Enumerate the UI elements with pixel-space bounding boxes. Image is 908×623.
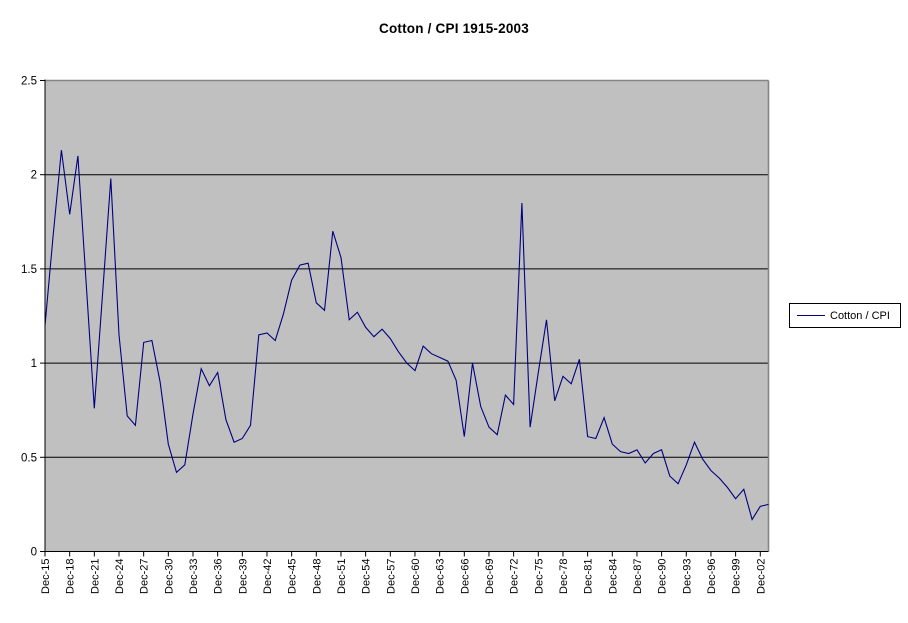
x-tick-label: Dec-51 xyxy=(336,559,348,594)
x-tick-label: Dec-87 xyxy=(632,559,644,594)
cotton-cpi-line xyxy=(44,150,769,521)
x-tick-label: Dec-24 xyxy=(114,559,126,594)
x-tick-label: Dec-99 xyxy=(731,559,743,594)
legend-label: Cotton / CPI xyxy=(830,309,890,322)
x-tick-label: Dec-66 xyxy=(459,559,471,594)
y-tick-label: 1.5 xyxy=(21,264,37,276)
y-tick-label: 2.5 xyxy=(21,76,37,88)
legend: Cotton / CPI xyxy=(789,303,901,328)
x-tick-label: Dec-02 xyxy=(755,559,767,594)
x-tick-label: Dec-45 xyxy=(287,559,299,594)
x-tick-label: Dec-33 xyxy=(188,559,200,594)
x-tick-label: Dec-72 xyxy=(509,559,521,594)
x-tick-label: Dec-21 xyxy=(89,559,101,594)
x-tick-label: Dec-42 xyxy=(262,559,274,594)
x-tick-label: Dec-27 xyxy=(139,559,151,594)
x-tick-label: Dec-93 xyxy=(681,559,693,594)
x-tick-label: Dec-81 xyxy=(583,559,595,594)
legend-line-sample xyxy=(797,315,825,316)
x-tick-label: Dec-18 xyxy=(65,559,77,594)
plot-area xyxy=(45,80,769,552)
x-tick-label: Dec-75 xyxy=(533,559,545,594)
y-tick-label: 0.5 xyxy=(21,452,37,464)
x-tick-label: Dec-60 xyxy=(410,559,422,594)
y-tick-label: 1 xyxy=(31,358,37,370)
x-tick-label: Dec-36 xyxy=(213,559,225,594)
x-tick-label: Dec-30 xyxy=(163,559,175,594)
x-tick-label: Dec-57 xyxy=(385,559,397,594)
x-tick-label: Dec-15 xyxy=(40,559,52,594)
x-tick-label: Dec-69 xyxy=(484,559,496,594)
x-tick-label: Dec-39 xyxy=(237,559,249,594)
y-tick-label: 2 xyxy=(31,170,37,182)
x-tick-label: Dec-96 xyxy=(706,559,718,594)
x-tick-label: Dec-78 xyxy=(558,559,570,594)
x-tick-label: Dec-63 xyxy=(435,559,447,594)
y-tick-label: 0 xyxy=(31,547,37,559)
x-tick-label: Dec-54 xyxy=(361,559,373,594)
x-tick-label: Dec-90 xyxy=(657,559,669,594)
chart-title: Cotton / CPI 1915-2003 xyxy=(379,21,529,36)
x-tick-label: Dec-84 xyxy=(607,559,619,594)
x-tick-label: Dec-48 xyxy=(311,559,323,594)
